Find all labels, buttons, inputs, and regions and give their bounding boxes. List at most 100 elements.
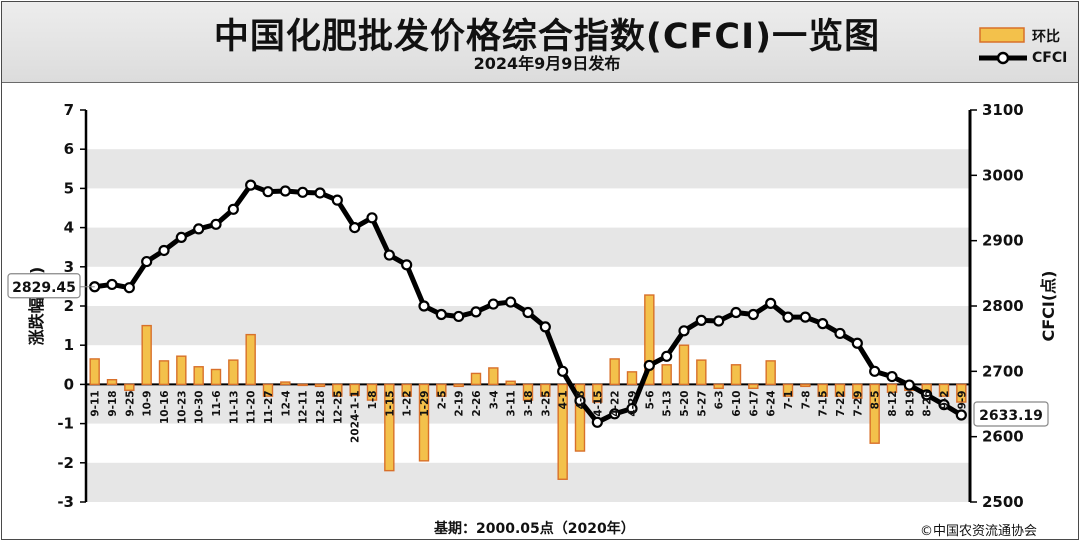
cfci-point (279, 185, 291, 197)
left-tick-label: -2 (57, 454, 74, 472)
bar (453, 383, 464, 388)
cfci-point (782, 311, 794, 323)
bar (401, 383, 412, 397)
x-tick-label: 1-8 (367, 390, 379, 409)
bar (696, 359, 707, 386)
legend-bar-swatch (979, 27, 1025, 43)
cfci-point (713, 315, 725, 327)
bar (193, 366, 204, 386)
cfci-point (591, 416, 603, 428)
x-tick-label: 5-6 (644, 390, 656, 409)
value-callouts: 2829.45 2633.19 (7, 273, 1049, 427)
bar (228, 359, 239, 386)
cfci-point (765, 297, 777, 309)
bar (505, 380, 516, 386)
x-tick-label: 11-27 (263, 390, 275, 424)
cfci-point (123, 282, 135, 294)
cfci-point (175, 231, 187, 243)
x-tick-label: 12-4 (280, 390, 292, 416)
right-tick-label: 2500 (982, 493, 1024, 511)
bar (245, 333, 256, 386)
left-tick-label: 0 (64, 375, 74, 393)
left-tick-label: 6 (64, 140, 74, 158)
end-callout-text: 2633.19 (979, 408, 1043, 424)
cfci-point (487, 298, 499, 310)
right-tick-label: 3000 (982, 166, 1024, 184)
left-tick-label: -3 (57, 493, 74, 511)
cfci-point (418, 300, 430, 312)
bar (765, 360, 776, 386)
cfci-point (453, 310, 465, 323)
x-tick-label: 6-24 (766, 390, 778, 416)
start-callout-text: 2829.45 (12, 280, 76, 296)
bar (956, 383, 967, 403)
bar (332, 383, 343, 397)
left-tick-label: 3 (64, 258, 74, 276)
bar (522, 383, 534, 401)
bar (626, 371, 638, 386)
cfci-point (331, 194, 343, 206)
cfci-point (349, 222, 361, 234)
chart-title: 中国化肥批发价格综合指数(CFCI)一览图 (213, 17, 881, 57)
right-tick-label: 2700 (982, 362, 1024, 380)
bar (262, 383, 274, 397)
bar (89, 358, 100, 386)
x-tick-label: 6-3 (714, 390, 726, 409)
bar (852, 383, 863, 399)
x-tick-label: 3-25 (540, 390, 552, 416)
chart-subtitle: 2024年9月9日发布 (473, 54, 621, 73)
x-tick-label: 7-8 (800, 390, 812, 409)
cfci-point (245, 179, 257, 191)
x-tick-label: 2024-1-1 (350, 390, 362, 443)
legend-line-label: CFCI (1032, 50, 1068, 66)
bar (644, 294, 655, 386)
grid-band (86, 462, 970, 502)
x-tick-label: 8-5 (870, 390, 882, 409)
line-series (89, 179, 967, 428)
x-tick-label: 2-5 (436, 390, 448, 409)
x-tick-label: 3-11 (506, 390, 518, 416)
x-tick-label: 7-22 (835, 390, 847, 416)
x-tick-label: 11-13 (228, 390, 240, 424)
bar (349, 383, 360, 397)
left-tick-label: 1 (64, 336, 74, 354)
cfci-point (401, 259, 413, 271)
x-tick-label: 7-15 (818, 390, 830, 416)
cfci-point (695, 314, 707, 326)
bar (106, 378, 118, 386)
bar (748, 383, 759, 390)
cfci-point (747, 308, 759, 321)
grid-band (86, 149, 970, 189)
left-tick-label: 5 (64, 179, 74, 197)
cfci-point (643, 359, 655, 372)
cfci-point (626, 402, 638, 415)
x-tick-label: 9-11 (90, 390, 102, 416)
x-tick-label: 11-20 (246, 390, 258, 424)
x-tick-label: 4-29 (627, 390, 639, 416)
cfci-point (730, 306, 742, 319)
cfci-point (921, 389, 933, 401)
bar (592, 383, 603, 403)
grid-bands (86, 149, 970, 502)
cfci-point (470, 306, 482, 318)
x-tick-label: 5-20 (679, 390, 691, 416)
cfci-point (574, 395, 586, 407)
x-tick-label: 10-9 (142, 390, 154, 416)
x-tick-label: 3-4 (488, 390, 500, 409)
cfci-point (383, 249, 395, 261)
right-tick-label: 2900 (982, 232, 1024, 250)
right-tick-label: 3100 (982, 101, 1024, 119)
x-tick-label: 1-22 (402, 390, 414, 416)
bar (141, 324, 152, 386)
legend-bar-label: 环比 (1032, 29, 1060, 45)
bar (886, 383, 898, 393)
cfci-point (158, 244, 170, 257)
x-tick-label: 8-26 (922, 390, 934, 416)
bar (418, 383, 430, 462)
left-tick-label: 2 (64, 297, 74, 315)
cfci-point (210, 218, 222, 230)
bar (869, 383, 880, 444)
right-tick-label: 2600 (982, 428, 1024, 446)
x-tick-label: 8-12 (887, 390, 899, 416)
cfci-point (193, 223, 205, 235)
